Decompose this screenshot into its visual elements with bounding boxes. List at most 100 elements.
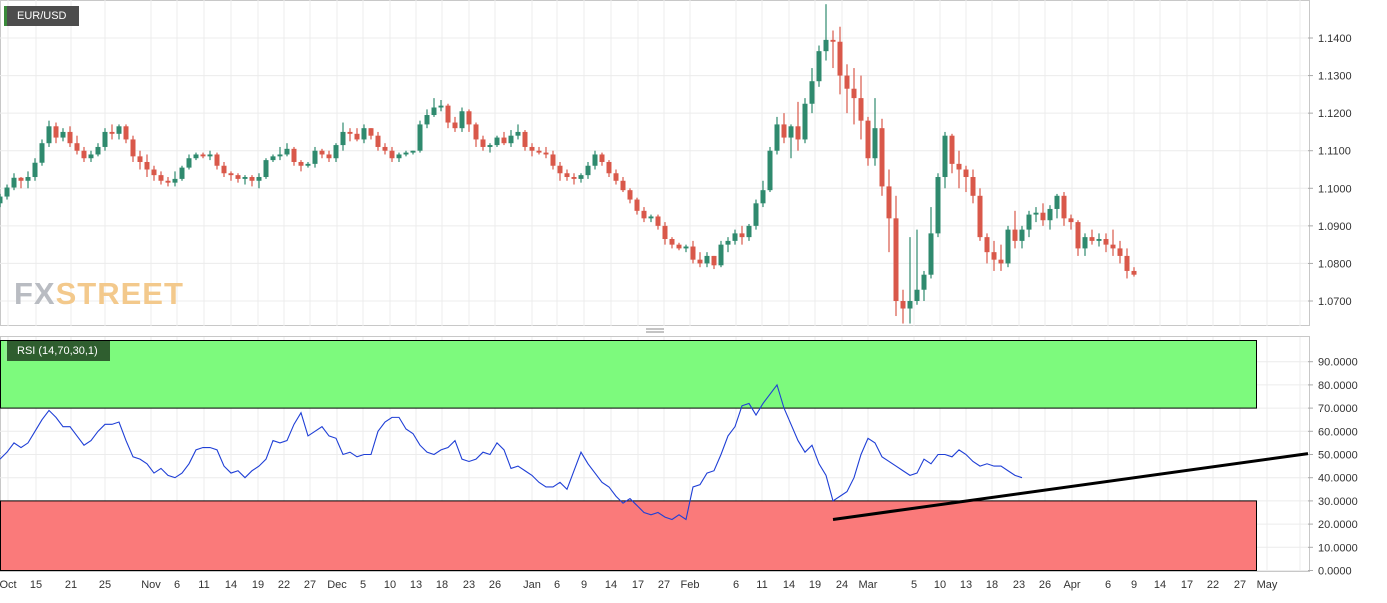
candle-up — [816, 51, 822, 82]
candle-down — [1110, 244, 1116, 249]
x-tick-label: May — [1257, 579, 1278, 591]
candle-down — [669, 239, 675, 245]
candle-down — [858, 98, 864, 121]
candle-down — [1131, 270, 1137, 275]
candle-up — [431, 107, 437, 116]
candle-down — [1061, 195, 1067, 219]
candle-up — [263, 160, 269, 178]
candle-up — [361, 128, 367, 140]
candle-down — [690, 246, 696, 260]
candle-down — [81, 150, 87, 159]
candle-up — [809, 81, 815, 104]
candle-down — [473, 124, 479, 140]
candle-down — [557, 165, 563, 174]
candle-up — [585, 165, 591, 176]
candle-up — [333, 145, 339, 159]
rsi-tick-label: 20.0000 — [1318, 519, 1358, 531]
candle-up — [340, 131, 346, 146]
x-tick-label: 15 — [30, 579, 42, 591]
candle-down — [326, 154, 332, 159]
oversold-zone — [0, 500, 1257, 571]
candle-down — [368, 128, 374, 136]
candle-down — [137, 156, 143, 162]
candle-down — [130, 139, 136, 157]
candle-down — [886, 186, 892, 219]
candle-up — [60, 131, 66, 138]
candle-down — [382, 146, 388, 151]
candle-up — [515, 131, 521, 136]
candle-down — [956, 163, 962, 170]
price-tick-label: 1.1200 — [1318, 108, 1352, 120]
candle-up — [179, 167, 185, 179]
x-tick-label: 11 — [756, 579, 767, 591]
candle-up — [1026, 214, 1032, 230]
candle-down — [543, 152, 549, 155]
candle-down — [676, 244, 682, 249]
x-tick-label: 6 — [1105, 579, 1111, 591]
candle-down — [298, 161, 304, 166]
x-tick-label: 23 — [1013, 579, 1025, 591]
candle-up — [11, 177, 17, 188]
rsi-tick-label: 90.0000 — [1318, 357, 1358, 369]
candle-down — [480, 139, 486, 147]
candle-down — [1103, 239, 1109, 245]
candle-up — [760, 190, 766, 204]
candle-down — [235, 175, 241, 179]
candle-down — [977, 195, 983, 238]
candle-down — [452, 122, 458, 129]
x-tick-label: 10 — [934, 579, 946, 591]
candle-up — [186, 158, 192, 168]
x-tick-label: 18 — [436, 579, 448, 591]
x-tick-label: 27 — [658, 579, 670, 591]
candle-down — [627, 190, 633, 200]
candle-down — [795, 126, 801, 140]
rsi-line — [0, 383, 1023, 521]
candle-up — [1054, 195, 1060, 209]
candle-up — [312, 150, 318, 164]
price-panel-frame — [0, 0, 1310, 326]
candle-down — [998, 259, 1004, 264]
candle-down — [18, 177, 24, 181]
candle-up — [753, 203, 759, 226]
candle-up — [487, 145, 493, 147]
candle-up — [396, 154, 402, 159]
rsi-tick-label: 30.0000 — [1318, 496, 1358, 508]
candle-down — [662, 225, 668, 240]
candle-down — [564, 173, 570, 178]
candle-up — [494, 137, 500, 146]
candle-down — [1012, 229, 1018, 241]
candle-up — [935, 177, 941, 234]
candle-up — [802, 103, 808, 140]
candle-down — [851, 88, 857, 99]
candle-down — [144, 161, 150, 170]
x-tick-label: 11 — [198, 579, 209, 591]
candle-up — [872, 128, 878, 159]
candle-up — [942, 135, 948, 178]
candle-up — [732, 233, 738, 241]
price-tick-label: 1.0800 — [1318, 258, 1352, 270]
candle-up — [578, 175, 584, 179]
candle-up — [424, 115, 430, 125]
candle-up — [774, 124, 780, 151]
candle-down — [228, 173, 234, 176]
x-tick-label: 19 — [809, 579, 821, 591]
x-tick-label: 10 — [384, 579, 396, 591]
price-tick-label: 1.1100 — [1318, 146, 1351, 158]
candle-down — [865, 120, 871, 159]
candle-down — [655, 216, 661, 226]
candle-up — [193, 154, 199, 159]
candle-up — [277, 154, 283, 157]
price-tick-label: 1.1300 — [1318, 71, 1352, 83]
x-tick-label: 27 — [304, 579, 316, 591]
candle-down — [1124, 255, 1130, 271]
panel-resize-handle[interactable] — [646, 328, 664, 333]
candle-down — [151, 169, 157, 176]
candle-down — [991, 252, 997, 260]
x-tick-label: 13 — [960, 579, 972, 591]
candle-up — [46, 126, 52, 144]
candle-down — [599, 154, 605, 162]
candle-up — [438, 105, 444, 108]
x-tick-label: 6 — [174, 579, 180, 591]
candle-up — [725, 240, 731, 245]
rsi-tick-label: 70.0000 — [1318, 403, 1358, 415]
